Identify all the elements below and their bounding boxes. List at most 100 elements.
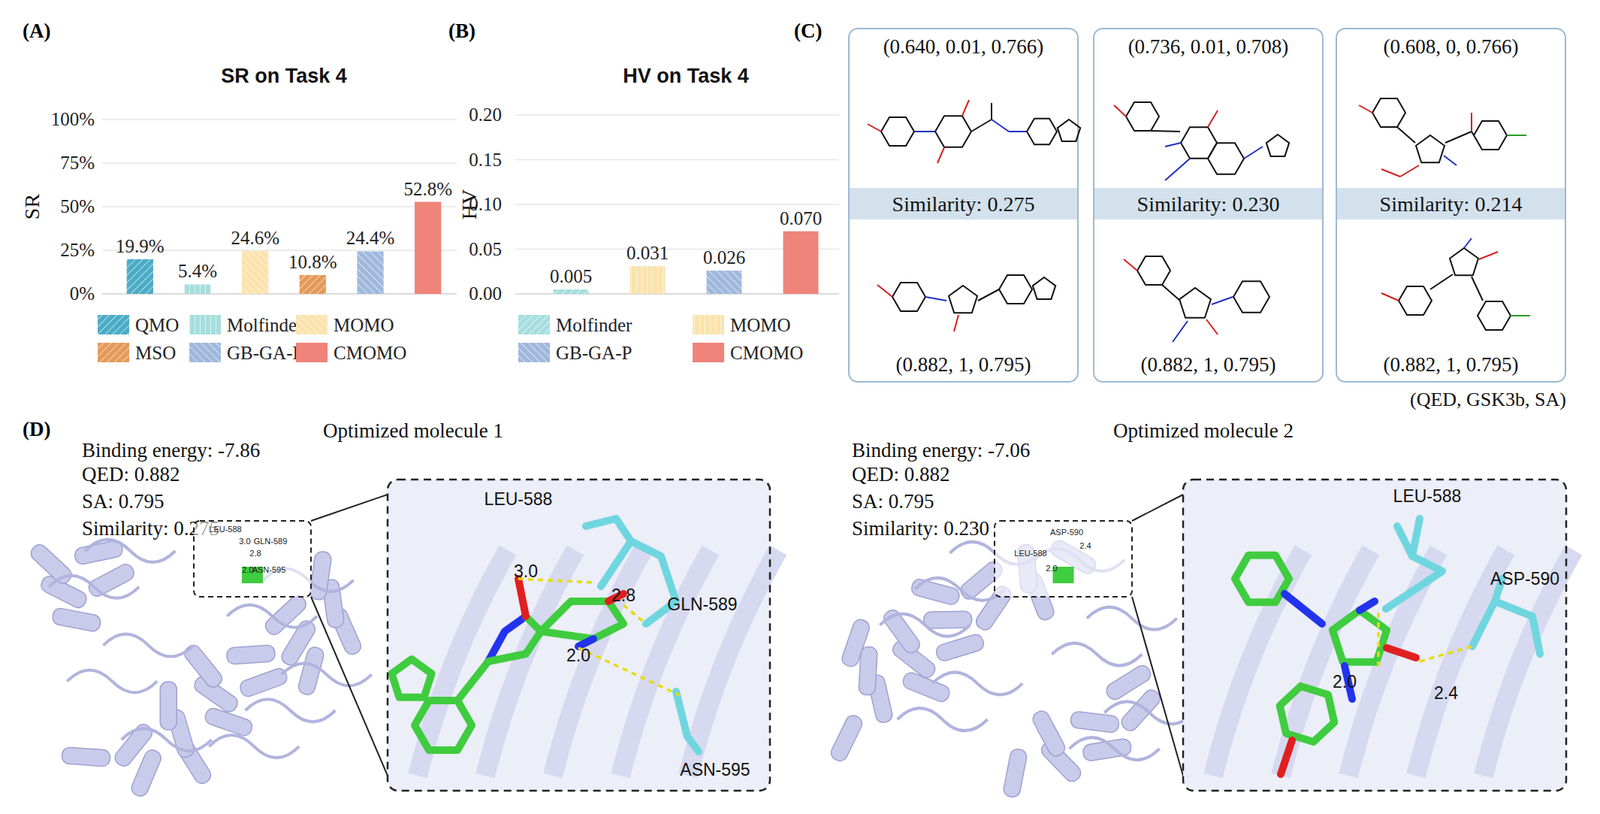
connector [1132, 596, 1184, 776]
ribbon [1213, 549, 1304, 776]
connector [310, 596, 388, 776]
bond [1506, 134, 1527, 136]
bond [953, 314, 959, 332]
bond [1470, 112, 1473, 132]
stick [1280, 685, 1335, 742]
mini-residue-label: LEU-588 [1014, 548, 1047, 558]
pair-box [1336, 28, 1566, 382]
y-tick-label: 0.20 [468, 104, 502, 125]
molecule-pair: (0.608, 0, 0.766) Similarity: 0.214 (0.882… [1336, 28, 1566, 382]
helix [1030, 708, 1068, 759]
data-label: 0.031 [626, 242, 669, 263]
bar [706, 270, 743, 294]
bond [990, 102, 993, 120]
helix [51, 606, 102, 633]
docking-info: SA: 0.795 [81, 489, 165, 513]
bond [1243, 146, 1263, 159]
distance-label: 2.4 [1433, 682, 1459, 703]
stick [1234, 555, 1290, 602]
residue-label: LEU-588 [484, 489, 553, 509]
grid-line [102, 292, 457, 295]
bond [1430, 274, 1453, 290]
zoom-view [1183, 479, 1574, 791]
connector [1132, 494, 1184, 521]
bond [1381, 169, 1401, 177]
residue-label: LEU-588 [1393, 486, 1462, 506]
y-tick-label: 100% [51, 108, 95, 130]
ring [1057, 119, 1081, 142]
data-label: 24.4% [346, 227, 396, 248]
y-tick-label: 0.05 [468, 238, 502, 260]
y-tick-label: 50% [60, 196, 95, 217]
bond [1207, 110, 1218, 127]
residue-label: ASN-595 [679, 759, 750, 779]
bars [126, 202, 442, 294]
ring [1449, 247, 1479, 275]
helix [308, 550, 333, 601]
bar [630, 265, 666, 294]
docking-info: Similarity: 0.230 [851, 516, 990, 540]
residue-label: GLN-589 [667, 594, 737, 614]
similarity: Similarity: 0.214 [1379, 192, 1523, 216]
legend-swatch [295, 342, 328, 363]
helix [1069, 710, 1120, 734]
helix [238, 666, 290, 699]
helix [226, 644, 275, 665]
bond [1165, 158, 1190, 181]
helix [839, 617, 872, 669]
h-bond [623, 604, 647, 624]
ring [1415, 135, 1445, 163]
mini-residue-label: ASP-590 [1050, 527, 1084, 537]
loop [1104, 700, 1195, 724]
bars [553, 231, 819, 294]
stick [585, 518, 631, 586]
bar-chart: SR on Task 4SR0%25%50%75%100%19.9%5.4%24… [20, 64, 457, 363]
bond [937, 147, 945, 164]
legend-swatch [97, 342, 130, 363]
docking-title: Optimized molecule 2 [1113, 419, 1294, 442]
figure: (A)(B)(C)(D)SR on Task 4SR0%25%50%75%100… [0, 0, 1600, 814]
legend-label: MOMO [333, 314, 395, 336]
loop [226, 604, 317, 628]
stick [518, 578, 526, 616]
bond [1471, 276, 1483, 301]
stick [488, 615, 541, 662]
ribbon [688, 549, 779, 776]
helix [160, 681, 177, 730]
original-scores: (0.608, 0, 0.766) [1383, 35, 1519, 58]
mini-box [193, 520, 311, 597]
mini-distance-label: 3.0 [238, 536, 251, 546]
grid-line [515, 114, 840, 116]
residue-label: ASP-590 [1490, 568, 1560, 589]
loop [103, 633, 194, 657]
bond [1479, 251, 1498, 260]
ring [1372, 98, 1406, 127]
ring [881, 117, 915, 146]
stick [540, 600, 624, 639]
helix [1103, 662, 1154, 703]
legend-swatch [97, 314, 130, 335]
panel-label: (B) [448, 19, 476, 43]
similarity: Similarity: 0.275 [892, 192, 1036, 216]
pair-box [848, 28, 1078, 382]
stick [1386, 647, 1416, 658]
data-label: 24.6% [230, 227, 280, 248]
similarity-band [849, 187, 1078, 220]
distance-label: 3.0 [513, 561, 538, 581]
legend-label: Molfinder [555, 314, 633, 336]
bond [1172, 320, 1188, 342]
grid-line [515, 159, 840, 161]
distance-label: 2.0 [566, 645, 591, 665]
optimized-scores: (0.882, 1, 0.795) [1383, 353, 1519, 376]
bond [1008, 130, 1027, 133]
ring [948, 285, 978, 313]
loop [1069, 736, 1160, 760]
bar [126, 259, 154, 294]
ring [935, 115, 972, 148]
legend-label: GB-GA-P [555, 342, 632, 363]
grid-line [102, 162, 457, 164]
y-tick-label: 0.15 [468, 149, 502, 170]
bond [1358, 105, 1373, 113]
data-label: 5.4% [178, 260, 218, 281]
stick [1359, 600, 1375, 610]
